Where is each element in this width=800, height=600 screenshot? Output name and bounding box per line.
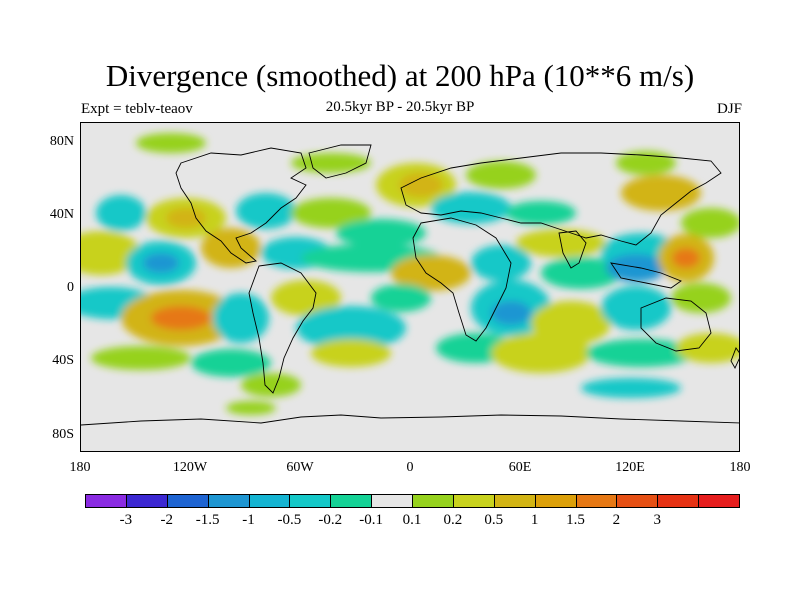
legend-label: -0.2 [310, 512, 350, 529]
lat-label-40s: 40S [40, 353, 74, 369]
lon-label-120e: 120E [600, 460, 660, 476]
legend-swatch [371, 494, 413, 508]
legend-swatch [167, 494, 209, 508]
legend-swatch [412, 494, 454, 508]
legend-swatch [208, 494, 250, 508]
legend-swatch [249, 494, 291, 508]
lon-label-120w: 120W [160, 460, 220, 476]
legend-swatch [576, 494, 618, 508]
legend-swatch [698, 494, 740, 508]
legend-label: -0.5 [269, 512, 309, 529]
lat-label-80s: 80S [40, 427, 74, 443]
legend-label: -1 [229, 512, 269, 529]
lon-label-60e: 60E [490, 460, 550, 476]
legend-label: 2 [596, 512, 636, 529]
legend-label: 0.1 [392, 512, 432, 529]
legend-label: 1 [515, 512, 555, 529]
divergence-field [81, 123, 740, 452]
legend-label: -0.1 [351, 512, 391, 529]
lat-label-40n: 40N [40, 207, 74, 223]
map-panel [80, 122, 740, 452]
lat-label-0: 0 [40, 280, 74, 296]
legend-swatch [126, 494, 168, 508]
lat-label-80n: 80N [40, 134, 74, 150]
legend-swatch [330, 494, 372, 508]
legend-label: 3 [637, 512, 677, 529]
legend-label: -2 [147, 512, 187, 529]
legend-swatch [453, 494, 495, 508]
legend-swatch [85, 494, 127, 508]
legend-swatch [616, 494, 658, 508]
lon-label-0: 0 [380, 460, 440, 476]
map-title: Divergence (smoothed) at 200 hPa (10**6 … [0, 58, 800, 94]
legend-label: 1.5 [556, 512, 596, 529]
legend-label: 0.2 [433, 512, 473, 529]
legend-swatch [494, 494, 536, 508]
period-label: 20.5kyr BP - 20.5kyr BP [0, 99, 800, 116]
lon-label-180w: 180 [50, 460, 110, 476]
legend-swatch [289, 494, 331, 508]
legend-swatch [657, 494, 699, 508]
legend-label: 0.5 [474, 512, 514, 529]
lon-label-60w: 60W [270, 460, 330, 476]
color-legend-bar [85, 494, 739, 508]
legend-label: -3 [106, 512, 146, 529]
lon-label-180e: 180 [710, 460, 770, 476]
legend-swatch [535, 494, 577, 508]
season-label: DJF [717, 101, 742, 118]
legend-label: -1.5 [188, 512, 228, 529]
